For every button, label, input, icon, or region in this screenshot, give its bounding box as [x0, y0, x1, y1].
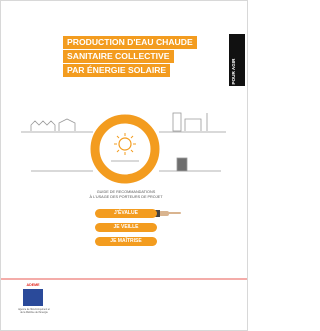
- step-button: J'ÉVALUE: [95, 209, 157, 218]
- title-line: PAR ÉNERGIE SOLAIRE: [63, 64, 170, 77]
- subtitle-line: À L'USAGE DES PORTEURS DE PROJET: [61, 195, 191, 200]
- page-root: PRODUCTION D'EAU CHAUDE SANITAIRE COLLEC…: [0, 0, 248, 331]
- factory-left: [31, 121, 55, 131]
- step-button: JE VEILLE: [95, 223, 157, 232]
- logo-name: ADEME: [23, 283, 43, 287]
- side-tab: CLÉS POUR AGIR: [229, 34, 245, 86]
- block: [177, 158, 187, 171]
- building-right: [185, 119, 201, 131]
- side-label: CLÉS POUR AGIR: [231, 59, 236, 98]
- cover: PRODUCTION D'EAU CHAUDE SANITAIRE COLLEC…: [0, 0, 248, 331]
- logo: [23, 289, 43, 306]
- title-line: SANITAIRE COLLECTIVE: [63, 50, 174, 63]
- hand: [155, 210, 181, 217]
- step-button: JE MAÎTRISE: [95, 237, 157, 246]
- logo-caption: Agence de l'Environnement et de la Maîtr…: [17, 308, 51, 314]
- tower: [173, 113, 181, 131]
- house-left: [59, 119, 75, 131]
- title-line: PRODUCTION D'EAU CHAUDE: [63, 36, 197, 49]
